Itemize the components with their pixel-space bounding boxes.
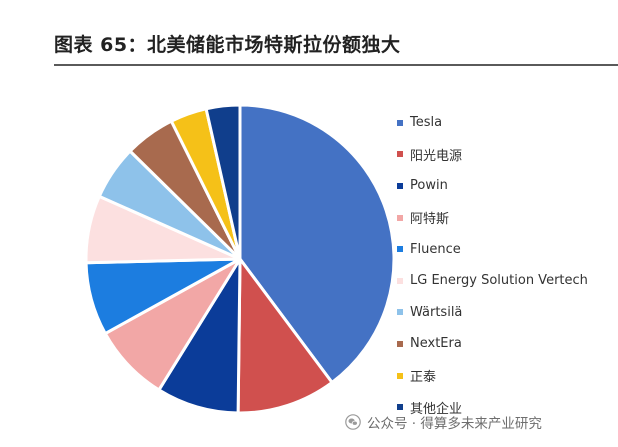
legend-swatch xyxy=(397,151,403,158)
legend-label: Powin xyxy=(410,178,448,194)
legend-label: 其他企业 xyxy=(410,401,463,417)
wechat-icon xyxy=(345,414,361,430)
chart-legend: Tesla 阳光电源 Powin 阿特斯 Fluence LG Energy Soluti… xyxy=(397,107,588,423)
legend-label: NextEra xyxy=(410,336,462,352)
legend-item: Tesla xyxy=(397,107,588,139)
legend-item: Fluence xyxy=(397,233,588,265)
legend-item: LG Energy Solution Vertech xyxy=(397,265,588,297)
legend-label: Fluence xyxy=(410,241,461,257)
legend-swatch xyxy=(397,277,403,284)
legend-label: Tesla xyxy=(410,115,443,131)
legend-swatch xyxy=(397,182,403,189)
page-title: 图表 65：北美储能市场特斯拉份额独大 xyxy=(54,34,401,56)
legend-swatch xyxy=(397,340,403,347)
pie-slice-1 xyxy=(238,103,396,384)
legend-swatch xyxy=(397,214,403,221)
legend-item: 正泰 xyxy=(397,360,588,392)
legend-item: 阳光电源 xyxy=(397,139,588,171)
legend-swatch xyxy=(397,309,403,316)
legend-swatch xyxy=(397,372,403,379)
legend-item: NextEra xyxy=(397,328,588,360)
legend-swatch xyxy=(397,246,403,253)
legend-label: 阳光电源 xyxy=(410,148,463,164)
legend-item: Wärtsilä xyxy=(397,297,588,329)
legend-label: Wärtsilä xyxy=(410,304,463,320)
legend-item: 阿特斯 xyxy=(397,202,588,234)
pie-slice-2 xyxy=(236,257,334,415)
legend-item: Powin xyxy=(397,170,588,202)
legend-label: 正泰 xyxy=(410,370,437,386)
pie-slice-3 xyxy=(157,257,242,415)
title-divider xyxy=(54,64,618,66)
legend-swatch xyxy=(397,119,403,126)
legend-label: 阿特斯 xyxy=(410,212,450,228)
pie-slice-10 xyxy=(204,103,242,261)
legend-swatch xyxy=(397,404,403,411)
watermark: 公众号 · 得算多未来产业研究 xyxy=(345,412,542,432)
legend-item: 其他企业 xyxy=(397,391,588,423)
watermark-text: 公众号 · 得算多未来产业研究 xyxy=(367,416,542,432)
legend-label: LG Energy Solution Vertech xyxy=(410,273,588,289)
